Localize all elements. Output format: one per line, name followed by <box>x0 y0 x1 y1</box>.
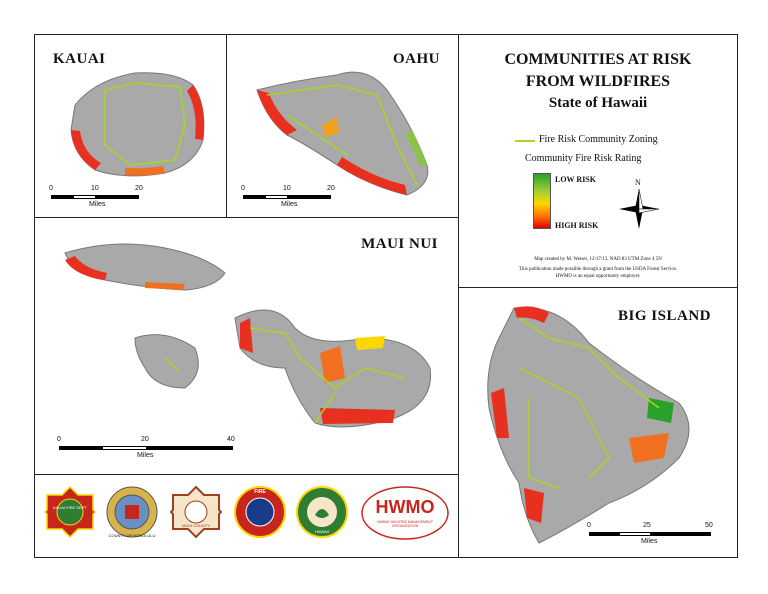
maui-nui-label: MAUI NUI <box>361 236 438 252</box>
kauai-scale-units: Miles <box>89 201 106 208</box>
big-island-scale-units: Miles <box>641 538 658 545</box>
kauai-map <box>70 72 205 177</box>
low-risk-label: LOW RISK <box>555 175 596 184</box>
maui-county-logo-text: MAUI COUNTY <box>182 523 210 528</box>
big-island-risk-south <box>524 488 544 523</box>
big-island-risk-north <box>514 306 549 323</box>
big-island-zoning <box>518 317 660 489</box>
oahu-risk-mid <box>322 117 339 137</box>
map-title-line3: State of Hawaii <box>548 95 648 111</box>
risk-color-ramp <box>533 173 551 229</box>
hawaii-fire-logo <box>234 486 286 538</box>
rating-legend-label: Community Fire Risk Rating <box>525 153 642 164</box>
molokai-risk-west <box>65 256 107 280</box>
legend-graphics <box>515 140 660 229</box>
logos-panel: KAUAI FIRE DEPT COUNTY OF HONOLULU MAUI … <box>34 474 459 558</box>
oahu-scale-tick-0: 0 <box>241 185 245 192</box>
big-island-scale-tick-1: 25 <box>643 522 651 529</box>
big-island-shape <box>487 306 690 544</box>
kauai-zoning <box>104 82 186 166</box>
maui-nui-map <box>64 243 432 428</box>
big-island-panel: BIG ISLAND 0 25 50 Miles <box>458 287 738 558</box>
big-island-risk-west <box>491 388 509 438</box>
oahu-risk-west <box>257 90 297 135</box>
oahu-scale-tick-2: 20 <box>327 185 335 192</box>
big-island-scale-tick-0: 0 <box>587 522 591 529</box>
hwmo-logo <box>361 486 449 540</box>
kauai-fire-logo-text: KAUAI FIRE DEPT <box>52 505 87 510</box>
maui-nui-scale-tick-2: 40 <box>227 436 235 443</box>
big-island-scale-tick-2: 50 <box>705 522 713 529</box>
maui-risk-west <box>240 318 253 353</box>
kauai-scale-tick-1: 10 <box>91 185 99 192</box>
oahu-scale-units: Miles <box>281 201 298 208</box>
dlnr-logo <box>296 486 348 538</box>
zoning-legend-label: Fire Risk Community Zoning <box>539 134 658 145</box>
oahu-scale-tick-1: 10 <box>283 185 291 192</box>
high-risk-label: HIGH RISK <box>555 221 599 230</box>
kauai-risk-west <box>71 130 101 170</box>
maui-nui-scale-tick-0: 0 <box>57 436 61 443</box>
kauai-risk-south <box>125 166 165 176</box>
honolulu-seal-logo <box>106 486 158 538</box>
maui-nui-scale-tick-1: 20 <box>141 436 149 443</box>
oahu-panel: OAHU 0 10 20 Miles <box>226 34 459 218</box>
hwmo-logo-title: HWMO <box>375 497 435 517</box>
maui-risk-north <box>355 336 385 350</box>
lanai-island <box>134 334 199 389</box>
dlnr-logo-text: HAWAII <box>315 529 329 534</box>
maui-risk-south <box>320 408 395 424</box>
kauai-panel: KAUAI 0 10 20 Miles <box>34 34 227 218</box>
big-island-label: BIG ISLAND <box>618 308 711 324</box>
north-label: N <box>635 178 641 187</box>
molokai-risk-south <box>145 282 185 290</box>
maui-nui-scale-units: Miles <box>137 452 154 459</box>
oahu-risk-east <box>405 130 427 166</box>
credits-line3: HWMO is an equal opportunity employer. <box>555 274 641 279</box>
hwmo-logo-subtitle: HAWAII WILDFIRE MANAGEMENT ORGANIZATION <box>377 520 433 528</box>
big-island-risk-southeast <box>629 433 669 463</box>
oahu-zoning <box>266 84 418 186</box>
credits-line1: Map created by M. Weiser, 12/17/13, NAD … <box>534 257 662 262</box>
honolulu-seal-text: COUNTY OF HONOLULU <box>108 533 156 538</box>
kauai-scale-tick-2: 20 <box>135 185 143 192</box>
maui-zoning <box>249 327 406 424</box>
oahu-label: OAHU <box>393 51 440 67</box>
maui-county-logo <box>169 485 223 539</box>
credits-line2: This publication made possible through a… <box>518 267 678 272</box>
map-title-line1: COMMUNITIES AT RISK <box>504 51 692 68</box>
hawaii-fire-logo-text: FIRE <box>254 489 266 495</box>
maui-risk-mid <box>320 346 345 383</box>
lanai-zoning <box>164 357 181 374</box>
kauai-fire-logo <box>43 485 97 539</box>
title-legend-panel: COMMUNITIES AT RISK FROM WILDFIRES State… <box>458 34 738 288</box>
oahu-map <box>256 71 429 196</box>
big-island-map <box>487 306 690 544</box>
kauai-scale-tick-0: 0 <box>49 185 53 192</box>
maui-nui-panel: MAUI NUI 0 20 40 Miles <box>34 217 459 475</box>
kauai-label: KAUAI <box>53 51 106 67</box>
north-arrow-icon <box>619 188 660 229</box>
kauai-risk-east <box>187 85 204 140</box>
oahu-risk-south <box>337 157 407 195</box>
oahu-island <box>256 71 429 196</box>
map-title-line2: FROM WILDFIRES <box>525 73 671 90</box>
